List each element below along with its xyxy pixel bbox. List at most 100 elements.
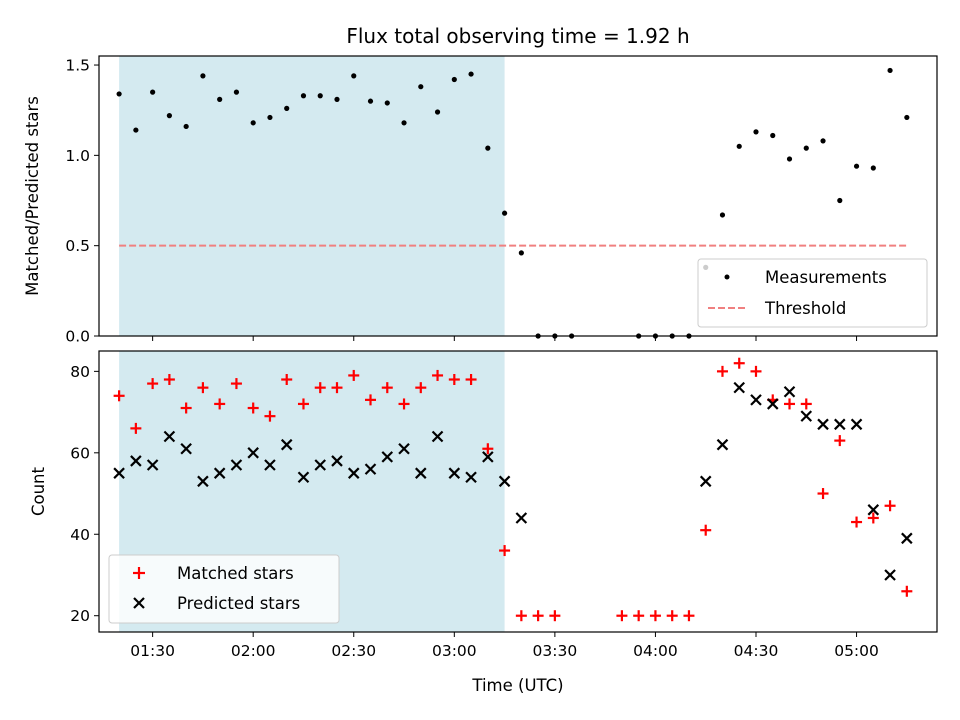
matched-star-point [482,443,494,455]
predicted-star-point [347,467,360,479]
bottom-y-axis-label: Count [29,466,48,516]
predicted-star-point [834,418,846,431]
matched-star-point [800,398,812,410]
measurement-point [166,113,172,119]
matched-star-point [247,402,259,414]
bottom-panel-y-ticks: 20 40 60 80 [70,363,99,625]
predicted-star-point [213,467,226,479]
predicted-star-point [247,447,259,459]
predicted-star-point [331,455,343,467]
measurement-point [736,143,742,149]
top-panel-frame [98,55,938,337]
measurement-point [501,210,508,216]
measurement-point [217,96,223,102]
y-tick-label: 40 [70,526,90,544]
matched-star-point [130,422,142,434]
measurement-point [367,98,374,104]
x-tick-label: 04:00 [633,642,678,660]
bottom-legend-box [108,554,340,624]
x-tick-label: 01:30 [130,642,175,660]
predicted-star-point [264,459,276,471]
matched-star-point [683,610,695,622]
legend-matched-marker [133,567,145,579]
predicted-star-point [146,459,159,471]
matched-star-point [163,374,175,386]
measurement-point [200,73,206,79]
predicted-star-point [465,471,477,484]
legend-predicted-marker [133,597,145,609]
x-tick-label: 05:00 [834,642,879,660]
matched-star-point [666,610,678,622]
measurement-point [233,89,240,95]
top-panel-y-ticks: 0.0 0.5 1.0 1.5 [65,57,99,346]
bottom-panel-x-ticks: 01:30 02:00 02:30 03:00 03:30 04:00 04:30 05:00 [130,632,879,660]
predicted-star-point [716,438,729,451]
predicted-star-point [415,467,427,479]
predicted-star-point [800,410,813,422]
matched-star-point [884,500,896,512]
matched-star-point [784,398,796,410]
matched-star-point [331,382,343,394]
predicted-star-point [817,418,829,431]
predicted-star-point [901,532,913,545]
y-tick-label: 60 [70,444,90,462]
y-tick-label: 80 [70,363,90,381]
y-tick-label: 1.5 [65,57,90,75]
matched-star-point [851,516,863,528]
measurement-point [418,84,424,90]
matched-star-point [867,512,879,524]
predicted-star-point [297,471,310,484]
predicted-star-point [314,459,327,471]
matched-star-point [113,390,125,402]
matched-star-point [180,402,192,414]
y-tick-label: 20 [70,607,90,625]
measurement-point [753,129,759,135]
matched-star-point [214,398,226,410]
measurement-point [334,96,340,102]
measurement-point [837,197,843,204]
matched-star-point [532,610,544,622]
measurement-point [803,145,809,151]
predicted-star-point [381,451,394,463]
measurement-point [401,120,407,126]
predicted-star-point [130,455,142,467]
matched-star-point [381,382,393,394]
legend-threshold-label: Threshold [764,299,846,318]
predicted-star-point [230,459,243,471]
y-tick-label: 0.5 [65,237,90,255]
legend-measurements-marker [724,274,730,280]
matched-star-point [415,382,427,394]
chart-title: Flux total observing time = 1.92 h [346,24,689,48]
measurement-point [150,89,156,95]
matched-star-point [700,524,712,536]
bottom-legend: Matched stars Predicted stars [108,554,340,624]
x-tick-label: 03:30 [533,642,578,660]
x-tick-label: 03:00 [432,642,477,660]
x-tick-label: 02:00 [231,642,276,660]
predicted-star-point [699,475,712,488]
matched-star-point [448,374,460,386]
matched-star-point [515,610,527,622]
matched-star-point [147,378,159,390]
matched-star-point [834,435,846,447]
matched-star-point [398,398,410,410]
measurement-point [904,114,910,121]
top-panel: 0.0 0.5 1.0 1.5 Matched/Predicted stars Mea… [23,55,938,346]
matched-star-point [348,369,360,381]
matched-star-point [499,545,511,557]
measurement-point [518,250,524,256]
predicted-star-point [197,475,209,488]
measurement-point [468,71,474,77]
measurement-point [853,163,860,169]
x-tick-label: 04:30 [734,642,779,660]
predicted-star-point [867,504,880,516]
matched-star-point [616,610,628,622]
top-y-axis-label: Matched/Predicted stars [23,96,42,296]
matched-star-point [365,394,377,406]
y-tick-label: 0.0 [65,328,90,346]
predicted-star-point [884,569,896,581]
predicted-star-point [750,394,762,406]
predicted-star-point [180,442,192,455]
matched-star-point [716,365,728,377]
measurement-point [384,100,390,106]
